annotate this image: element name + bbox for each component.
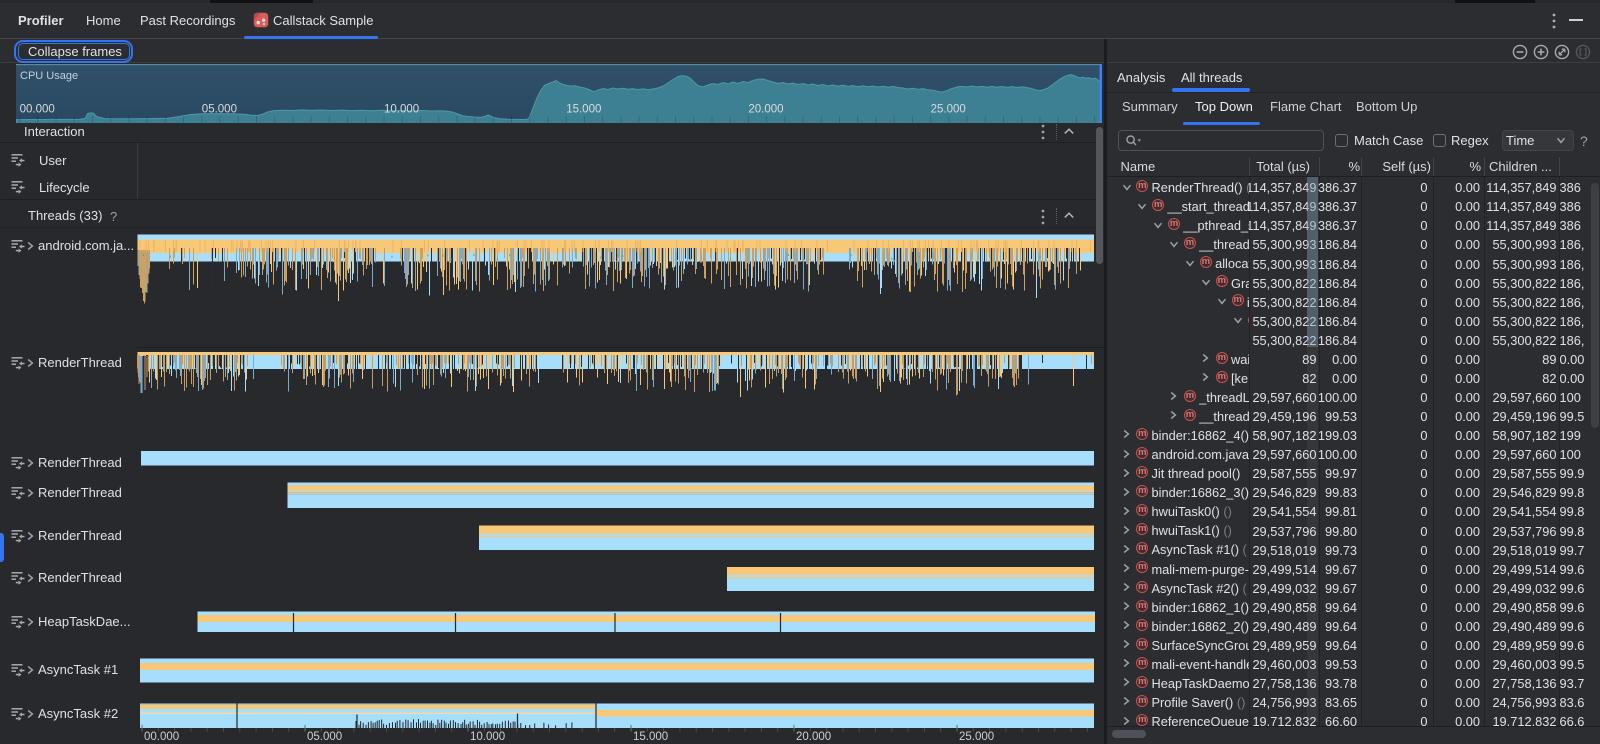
svg-text:10.000: 10.000	[384, 104, 419, 116]
svg-text:00.000: 00.000	[144, 731, 179, 743]
svg-text:25.000: 25.000	[959, 731, 994, 743]
svg-text:15.000: 15.000	[633, 731, 668, 743]
svg-text:15.000: 15.000	[566, 104, 601, 116]
svg-text:00.000: 00.000	[20, 104, 55, 116]
svg-text:20.000: 20.000	[748, 104, 783, 116]
svg-text:CPU Usage: CPU Usage	[20, 70, 78, 82]
svg-text:10.000: 10.000	[470, 731, 505, 743]
svg-text:05.000: 05.000	[202, 104, 237, 116]
svg-text:05.000: 05.000	[307, 731, 342, 743]
svg-text:25.000: 25.000	[931, 104, 966, 116]
svg-text:20.000: 20.000	[796, 731, 831, 743]
